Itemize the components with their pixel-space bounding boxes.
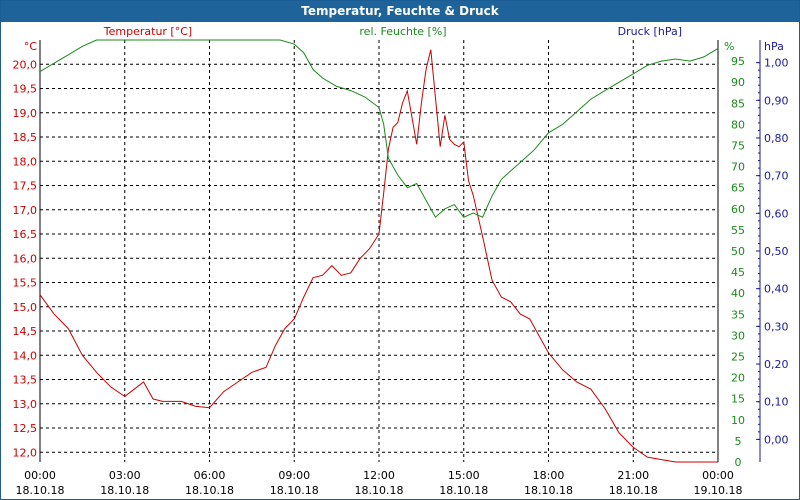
temperature-axis-label: Temperatur [°C] (103, 25, 192, 38)
pressure-tick-label: 0,90 (764, 94, 789, 107)
humidity-tick-label: 25 (731, 351, 745, 364)
humidity-tick-label: 10 (731, 414, 745, 427)
humidity-tick-label: 35 (731, 308, 745, 321)
humidity-tick-label: 70 (731, 161, 745, 174)
pressure-tick-label: 0,80 (764, 132, 789, 145)
x-tick-date: 18.10.18 (355, 484, 404, 497)
grid-lines (40, 40, 718, 462)
humidity-tick-label: 95 (731, 55, 745, 68)
x-tick-time: 06:00 (194, 469, 226, 482)
temperature-axis-ticks: 20,0 19,5 19,0 18,5 18,0 17,5 17,0 16,5 16,0 15,5… (13, 58, 38, 459)
humidity-axis-label: rel. Feuchte [%] (359, 25, 446, 38)
humidity-tick-label: 60 (731, 203, 745, 216)
x-tick-time: 18:00 (533, 469, 565, 482)
humidity-tick-label: 5 (735, 435, 742, 448)
x-tick-time: 15:00 (448, 469, 480, 482)
temperature-tick-label: 15,5 (13, 277, 38, 290)
x-tick-date: 19.10.18 (694, 484, 743, 497)
pressure-tick-label: 0,30 (764, 320, 789, 333)
x-tick-time: 09:00 (278, 469, 310, 482)
humidity-tick-label: 55 (731, 224, 745, 237)
humidity-tick-label: 0 (735, 456, 742, 469)
temperature-tick-label: 13,0 (13, 398, 38, 411)
pressure-tick-label: 0,40 (764, 283, 789, 296)
pressure-axis-label: Druck [hPa] (618, 25, 682, 38)
x-tick-time: 21:00 (617, 469, 649, 482)
x-tick-date: 18.10.18 (439, 484, 488, 497)
humidity-tick-label: 50 (731, 245, 745, 258)
series-layer (39, 39, 719, 463)
temperature-tick-label: 15,0 (13, 301, 38, 314)
pressure-unit: hPa (764, 40, 784, 53)
temperature-tick-label: 20,0 (13, 58, 38, 71)
pressure-tick-label: 1,00 (764, 57, 789, 70)
window-title: Temperatur, Feuchte & Druck (1, 1, 799, 22)
x-tick-date: 18.10.18 (16, 484, 65, 497)
temperature-unit: °C (24, 40, 38, 53)
humidity-tick-label: 20 (731, 372, 745, 385)
pressure-tick-label: 0,50 (764, 245, 789, 258)
temperature-tick-label: 17,5 (13, 180, 38, 193)
temperature-tick-label: 17,0 (13, 204, 38, 217)
pressure-tick-label: 0,10 (764, 396, 789, 409)
temperature-series-line (39, 49, 718, 463)
temperature-tick-label: 18,0 (13, 155, 38, 168)
pressure-tick-label: 0,00 (764, 433, 789, 446)
pressure-tick-label: 0,20 (764, 358, 789, 371)
x-tick-date: 18.10.18 (185, 484, 234, 497)
temperature-tick-label: 19,0 (13, 107, 38, 120)
pressure-axis-ticks: 1,00 0,90 0,80 0,70 0,60 0,50 0,40 0,30 0,20 0,10… (756, 57, 789, 446)
humidity-series-line (39, 39, 719, 218)
x-tick-time: 00:00 (24, 469, 56, 482)
x-axis-ticks: 00:00 18.10.18 03:00 18.10.18 06:00 18.10.18 0… (16, 469, 743, 497)
x-tick-time: 12:00 (363, 469, 395, 482)
x-tick-date: 18.10.18 (270, 484, 319, 497)
humidity-tick-label: 15 (731, 393, 745, 406)
pressure-tick-label: 0,60 (764, 207, 789, 220)
humidity-tick-label: 65 (731, 182, 745, 195)
temperature-tick-label: 19,5 (13, 83, 38, 96)
temperature-tick-label: 12,5 (13, 422, 38, 435)
humidity-tick-label: 90 (731, 76, 745, 89)
temperature-tick-label: 13,5 (13, 374, 38, 387)
humidity-tick-label: 75 (731, 140, 745, 153)
x-tick-date: 18.10.18 (609, 484, 658, 497)
temperature-tick-label: 18,5 (13, 131, 38, 144)
humidity-tick-label: 40 (731, 287, 745, 300)
temperature-tick-label: 14,0 (13, 349, 38, 362)
x-tick-date: 18.10.18 (524, 484, 573, 497)
pressure-tick-label: 0,70 (764, 170, 789, 183)
x-tick-date: 18.10.18 (100, 484, 149, 497)
temperature-tick-label: 14,5 (13, 325, 38, 338)
x-tick-time: 00:00 (702, 469, 734, 482)
temperature-tick-label: 16,0 (13, 252, 38, 265)
humidity-tick-label: 85 (731, 97, 745, 110)
humidity-tick-label: 45 (731, 266, 745, 279)
humidity-tick-label: 30 (731, 329, 745, 342)
x-tick-time: 03:00 (109, 469, 141, 482)
humidity-unit: % (724, 40, 734, 53)
temperature-tick-label: 16,5 (13, 228, 38, 241)
humidity-tick-label: 80 (731, 118, 745, 131)
temperature-tick-label: 12,0 (13, 446, 38, 459)
